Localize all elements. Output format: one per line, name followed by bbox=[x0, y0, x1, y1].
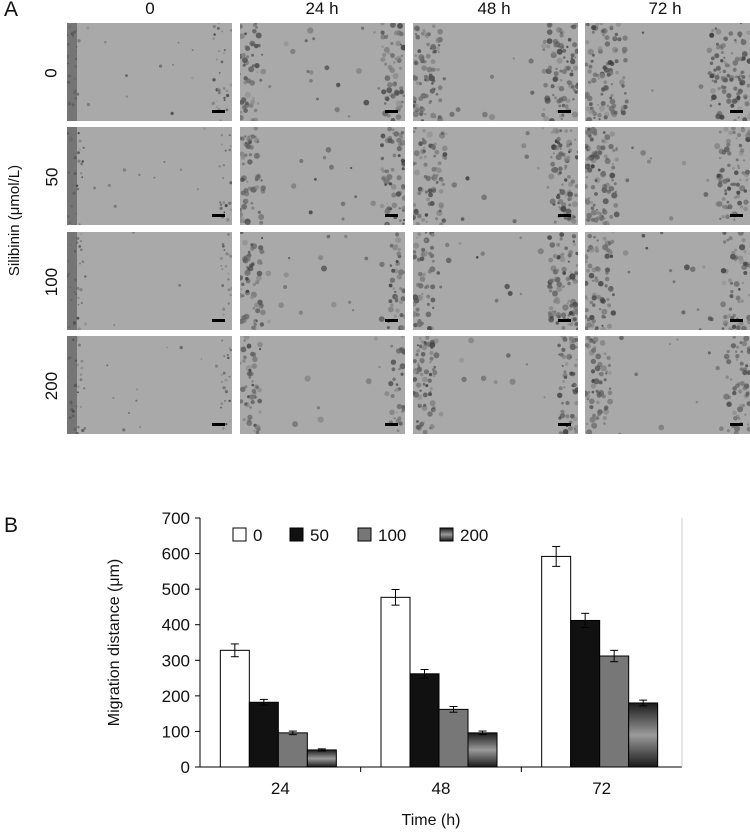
x-tick-label: 24 bbox=[271, 779, 290, 798]
legend-label-200: 200 bbox=[460, 526, 488, 545]
row-label-0: 0 bbox=[36, 23, 68, 123]
bar-0-24 bbox=[220, 650, 249, 767]
micrograph-row1-col4 bbox=[585, 23, 750, 121]
scale-bar bbox=[385, 423, 398, 426]
y-tick-label: 600 bbox=[162, 545, 190, 564]
y-tick-label: 400 bbox=[162, 616, 190, 635]
micrograph-row1-col2 bbox=[240, 23, 405, 121]
row-label-100: 100 bbox=[36, 232, 68, 332]
scale-bar bbox=[212, 319, 225, 322]
micrograph-row4-col2 bbox=[240, 336, 405, 434]
bar-50-72 bbox=[571, 620, 600, 767]
bar-200-24 bbox=[307, 750, 336, 767]
column-label-72h: 72 h bbox=[585, 0, 745, 19]
micrograph-row4-col4 bbox=[585, 336, 750, 434]
column-label-24h: 24 h bbox=[242, 0, 402, 19]
scale-bar bbox=[212, 110, 225, 113]
micrograph-row2-col4 bbox=[585, 127, 750, 225]
scale-bar bbox=[385, 214, 398, 217]
bar-0-48 bbox=[381, 597, 410, 767]
bar-100-48 bbox=[439, 709, 468, 767]
scale-bar bbox=[385, 110, 398, 113]
scale-bar bbox=[730, 110, 743, 113]
scale-bar bbox=[558, 214, 571, 217]
panel-a-row-axis-title: Silibinin (μmol/L) bbox=[0, 120, 30, 320]
x-tick-label: 72 bbox=[592, 779, 611, 798]
y-tick-label: 200 bbox=[162, 687, 190, 706]
bar-100-72 bbox=[600, 656, 629, 767]
micrograph-row4-col3 bbox=[413, 336, 578, 434]
y-tick-label: 300 bbox=[162, 651, 190, 670]
micrograph-row3-col2 bbox=[240, 232, 405, 330]
micrograph-row3-col3 bbox=[413, 232, 578, 330]
legend-label-50: 50 bbox=[310, 526, 329, 545]
y-tick-label: 0 bbox=[181, 758, 190, 777]
legend-swatch-200 bbox=[440, 528, 453, 541]
legend-label-0: 0 bbox=[253, 526, 262, 545]
x-tick-label: 48 bbox=[432, 779, 451, 798]
scale-bar bbox=[385, 319, 398, 322]
scale-bar bbox=[558, 110, 571, 113]
bar-100-24 bbox=[278, 733, 307, 767]
scale-bar bbox=[730, 319, 743, 322]
panel-a-letter: A bbox=[4, 0, 18, 22]
micrograph-row4-col1 bbox=[67, 336, 232, 434]
row-label-50: 50 bbox=[36, 127, 68, 227]
scale-bar bbox=[558, 423, 571, 426]
micrograph-row1-col1 bbox=[67, 23, 232, 121]
column-label-0h: 0 bbox=[70, 0, 230, 19]
column-label-48h: 48 h bbox=[414, 0, 574, 19]
micrograph-row1-col3 bbox=[413, 23, 578, 121]
scale-bar bbox=[212, 423, 225, 426]
micrograph-row3-col1 bbox=[67, 232, 232, 330]
scale-bar bbox=[730, 214, 743, 217]
row-label-200: 200 bbox=[36, 336, 68, 436]
bar-50-24 bbox=[249, 702, 278, 767]
scale-bar bbox=[730, 423, 743, 426]
y-axis-title: Migration distance (μm) bbox=[106, 559, 123, 727]
x-axis-title: Time (h) bbox=[402, 812, 461, 829]
scale-bar bbox=[212, 214, 225, 217]
y-tick-label: 700 bbox=[162, 509, 190, 528]
micrograph-row2-col1 bbox=[67, 127, 232, 225]
bar-0-72 bbox=[542, 556, 571, 767]
micrograph-row3-col4 bbox=[585, 232, 750, 330]
legend-swatch-50 bbox=[290, 528, 303, 541]
bar-200-48 bbox=[468, 733, 497, 767]
y-tick-label: 100 bbox=[162, 722, 190, 741]
micrograph-row2-col3 bbox=[413, 127, 578, 225]
bar-50-48 bbox=[410, 674, 439, 767]
legend-swatch-100 bbox=[358, 528, 371, 541]
scale-bar bbox=[558, 319, 571, 322]
legend-label-100: 100 bbox=[378, 526, 406, 545]
micrograph-row2-col2 bbox=[240, 127, 405, 225]
bar-200-72 bbox=[629, 703, 658, 767]
legend-swatch-0 bbox=[233, 528, 246, 541]
y-tick-label: 500 bbox=[162, 580, 190, 599]
